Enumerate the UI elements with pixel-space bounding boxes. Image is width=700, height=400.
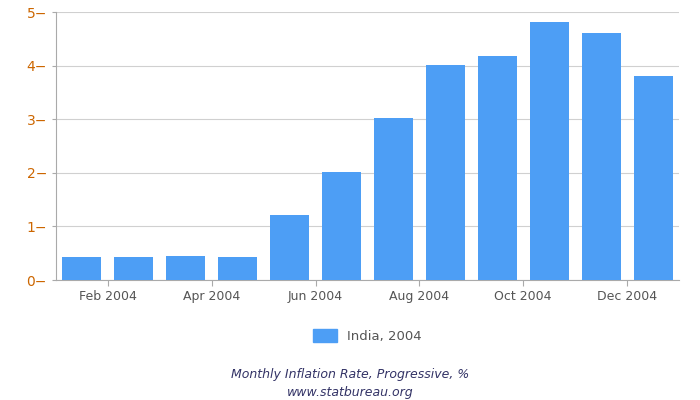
Bar bbox=[114, 258, 153, 280]
Bar bbox=[530, 22, 568, 280]
Bar bbox=[478, 56, 517, 280]
Bar bbox=[322, 172, 361, 280]
Bar bbox=[218, 258, 257, 280]
Bar bbox=[270, 215, 309, 280]
Bar bbox=[374, 118, 413, 280]
Bar bbox=[582, 34, 621, 280]
Bar bbox=[634, 76, 673, 280]
Bar bbox=[426, 64, 465, 280]
Legend: India, 2004: India, 2004 bbox=[308, 324, 427, 348]
Bar bbox=[167, 256, 205, 280]
Text: Monthly Inflation Rate, Progressive, %: Monthly Inflation Rate, Progressive, % bbox=[231, 368, 469, 381]
Text: www.statbureau.org: www.statbureau.org bbox=[287, 386, 413, 399]
Bar bbox=[62, 258, 102, 280]
